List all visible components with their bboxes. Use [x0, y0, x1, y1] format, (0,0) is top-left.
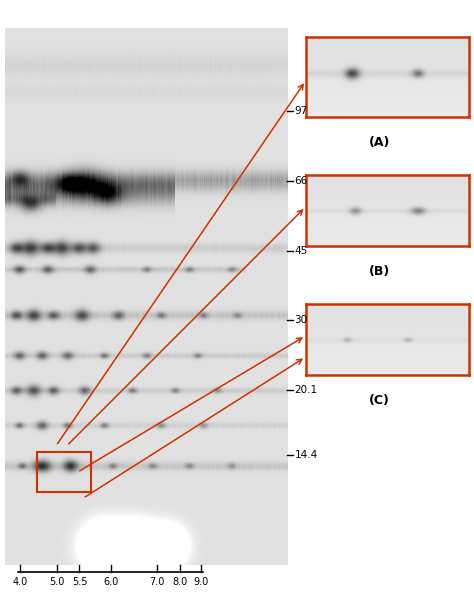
Text: 8.0: 8.0 — [172, 577, 187, 587]
Text: 4.0: 4.0 — [13, 577, 28, 587]
Text: 20.1: 20.1 — [294, 385, 318, 395]
Text: (C): (C) — [369, 394, 390, 407]
Text: 9.0: 9.0 — [193, 577, 209, 587]
Text: (B): (B) — [369, 265, 390, 278]
Text: 30: 30 — [294, 316, 308, 325]
Text: (A): (A) — [369, 136, 390, 149]
Text: 66: 66 — [294, 176, 308, 186]
Text: 7.0: 7.0 — [149, 577, 165, 587]
Text: 6.0: 6.0 — [103, 577, 118, 587]
Text: 97: 97 — [294, 106, 308, 116]
Text: 5.5: 5.5 — [72, 577, 87, 587]
Text: 14.4: 14.4 — [294, 449, 318, 460]
Text: 45: 45 — [294, 246, 308, 255]
Text: 5.0: 5.0 — [49, 577, 64, 587]
